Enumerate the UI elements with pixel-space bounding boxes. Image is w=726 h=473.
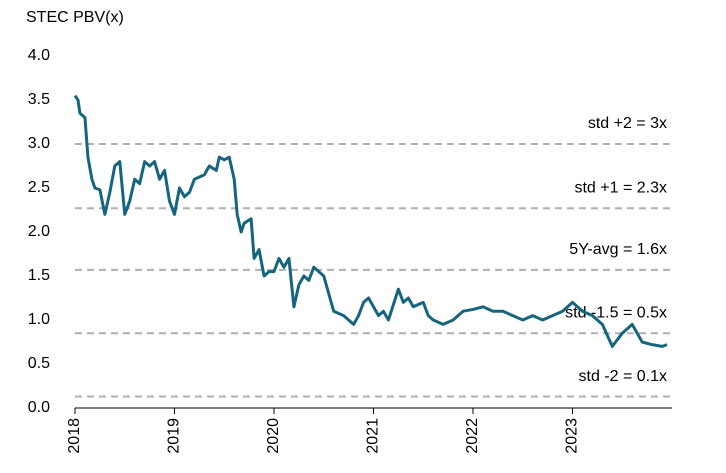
x-tick-label: 2022 xyxy=(464,418,481,454)
reference-label: 5Y-avg = 1.6x xyxy=(569,241,667,258)
x-tick-label: 2018 xyxy=(66,418,83,454)
y-tick-label: 3.5 xyxy=(28,91,50,108)
y-tick-label: 1.0 xyxy=(28,311,50,328)
y-tick-label: 1.5 xyxy=(28,267,50,284)
x-tick-label: 2023 xyxy=(564,418,581,454)
y-tick-label: 0.5 xyxy=(28,355,50,372)
reference-label: std -2 = 0.1x xyxy=(579,368,668,385)
y-tick-label: 2.0 xyxy=(28,223,50,240)
data-line xyxy=(73,94,668,348)
x-tick-label: 2020 xyxy=(265,418,282,454)
y-tick-label: 0.0 xyxy=(28,399,50,416)
x-tick-label: 2019 xyxy=(166,418,183,454)
reference-label: std +1 = 2.3x xyxy=(574,179,667,196)
y-tick-label: 4.0 xyxy=(28,47,50,64)
x-tick-label: 2021 xyxy=(365,418,382,454)
reference-label: std +2 = 3x xyxy=(588,115,667,132)
y-tick-label: 3.0 xyxy=(28,135,50,152)
y-tick-label: 2.5 xyxy=(28,179,50,196)
y-axis-label: STEC PBV(x) xyxy=(26,9,124,26)
reference-label: std -1.5 = 0.5x xyxy=(565,304,667,321)
